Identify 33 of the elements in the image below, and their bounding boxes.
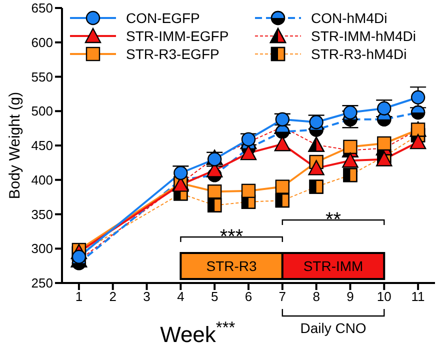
legend-label: STR-IMM-EGFP (126, 28, 229, 44)
y-tick-label: 550 (31, 69, 53, 84)
x-tick-label: 6 (244, 289, 252, 304)
x-tick-label: 8 (312, 289, 320, 304)
y-tick-label: 400 (31, 172, 53, 188)
y-tick-label: 450 (31, 138, 53, 154)
y-axis-title: Body Weight (g) (6, 92, 24, 200)
x-tick-label: 3 (143, 289, 150, 304)
legend-label: CON-EGFP (126, 10, 200, 26)
y-tick-label: 650 (31, 0, 53, 16)
x-tick-label: 9 (346, 289, 354, 304)
legend-label: STR-R3-EGFP (126, 46, 220, 62)
y-tick-label: 350 (31, 206, 53, 222)
x-tick-label: 5 (210, 289, 218, 304)
x-tick-label: 2 (109, 289, 116, 304)
y-tick-label: 300 (31, 241, 53, 256)
x-tick-label: 7 (278, 289, 286, 304)
x-tick-label: 10 (376, 289, 392, 304)
text: Daily CNO (300, 320, 366, 336)
x-tick-label: 4 (177, 289, 184, 304)
band-label: STR-R3 (206, 258, 258, 274)
x-tick-label: 1 (75, 289, 83, 304)
legend-label: STR-IMM-hM4Di (311, 28, 416, 44)
x-axis-title: Week$^{***}$ (160, 319, 236, 347)
legend-label: CON-hM4Di (311, 10, 388, 26)
band-label: STR-IMM (303, 258, 364, 274)
legend-label: STR-R3-hM4Di (311, 46, 407, 62)
y-tick-label: 600 (31, 34, 53, 50)
y-tick-label: 500 (31, 104, 53, 119)
annotation: *** (220, 226, 244, 248)
x-tick-label: 11 (411, 289, 425, 304)
y-tick-label: 250 (31, 276, 53, 291)
annotation: ** (325, 209, 342, 231)
